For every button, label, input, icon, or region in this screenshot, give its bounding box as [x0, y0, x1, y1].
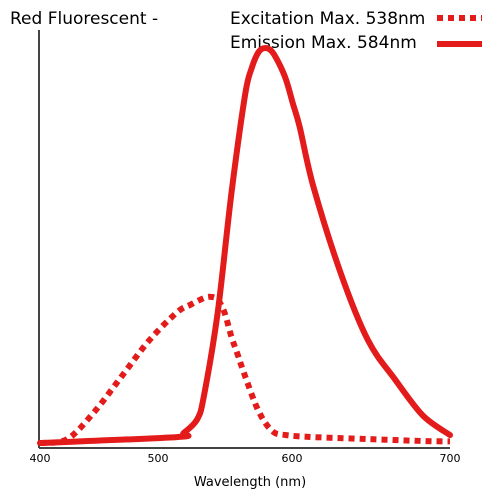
- legend-label-emission: Emission Max. 584nm: [230, 33, 417, 53]
- chart-title: Red Fluorescent -: [10, 9, 158, 29]
- x-tick-label-500: 500: [148, 452, 169, 465]
- x-tick-label-600: 600: [282, 452, 303, 465]
- excitation-curve: [39, 293, 451, 446]
- x-tick-label-400: 400: [30, 452, 51, 465]
- x-tick-labels: 400 500 600 700: [30, 452, 461, 465]
- emission-curve: [37, 45, 453, 446]
- legend-label-excitation: Excitation Max. 538nm: [230, 9, 425, 29]
- x-tick-label-700: 700: [440, 452, 461, 465]
- x-axis-label: Wavelength (nm): [194, 475, 306, 490]
